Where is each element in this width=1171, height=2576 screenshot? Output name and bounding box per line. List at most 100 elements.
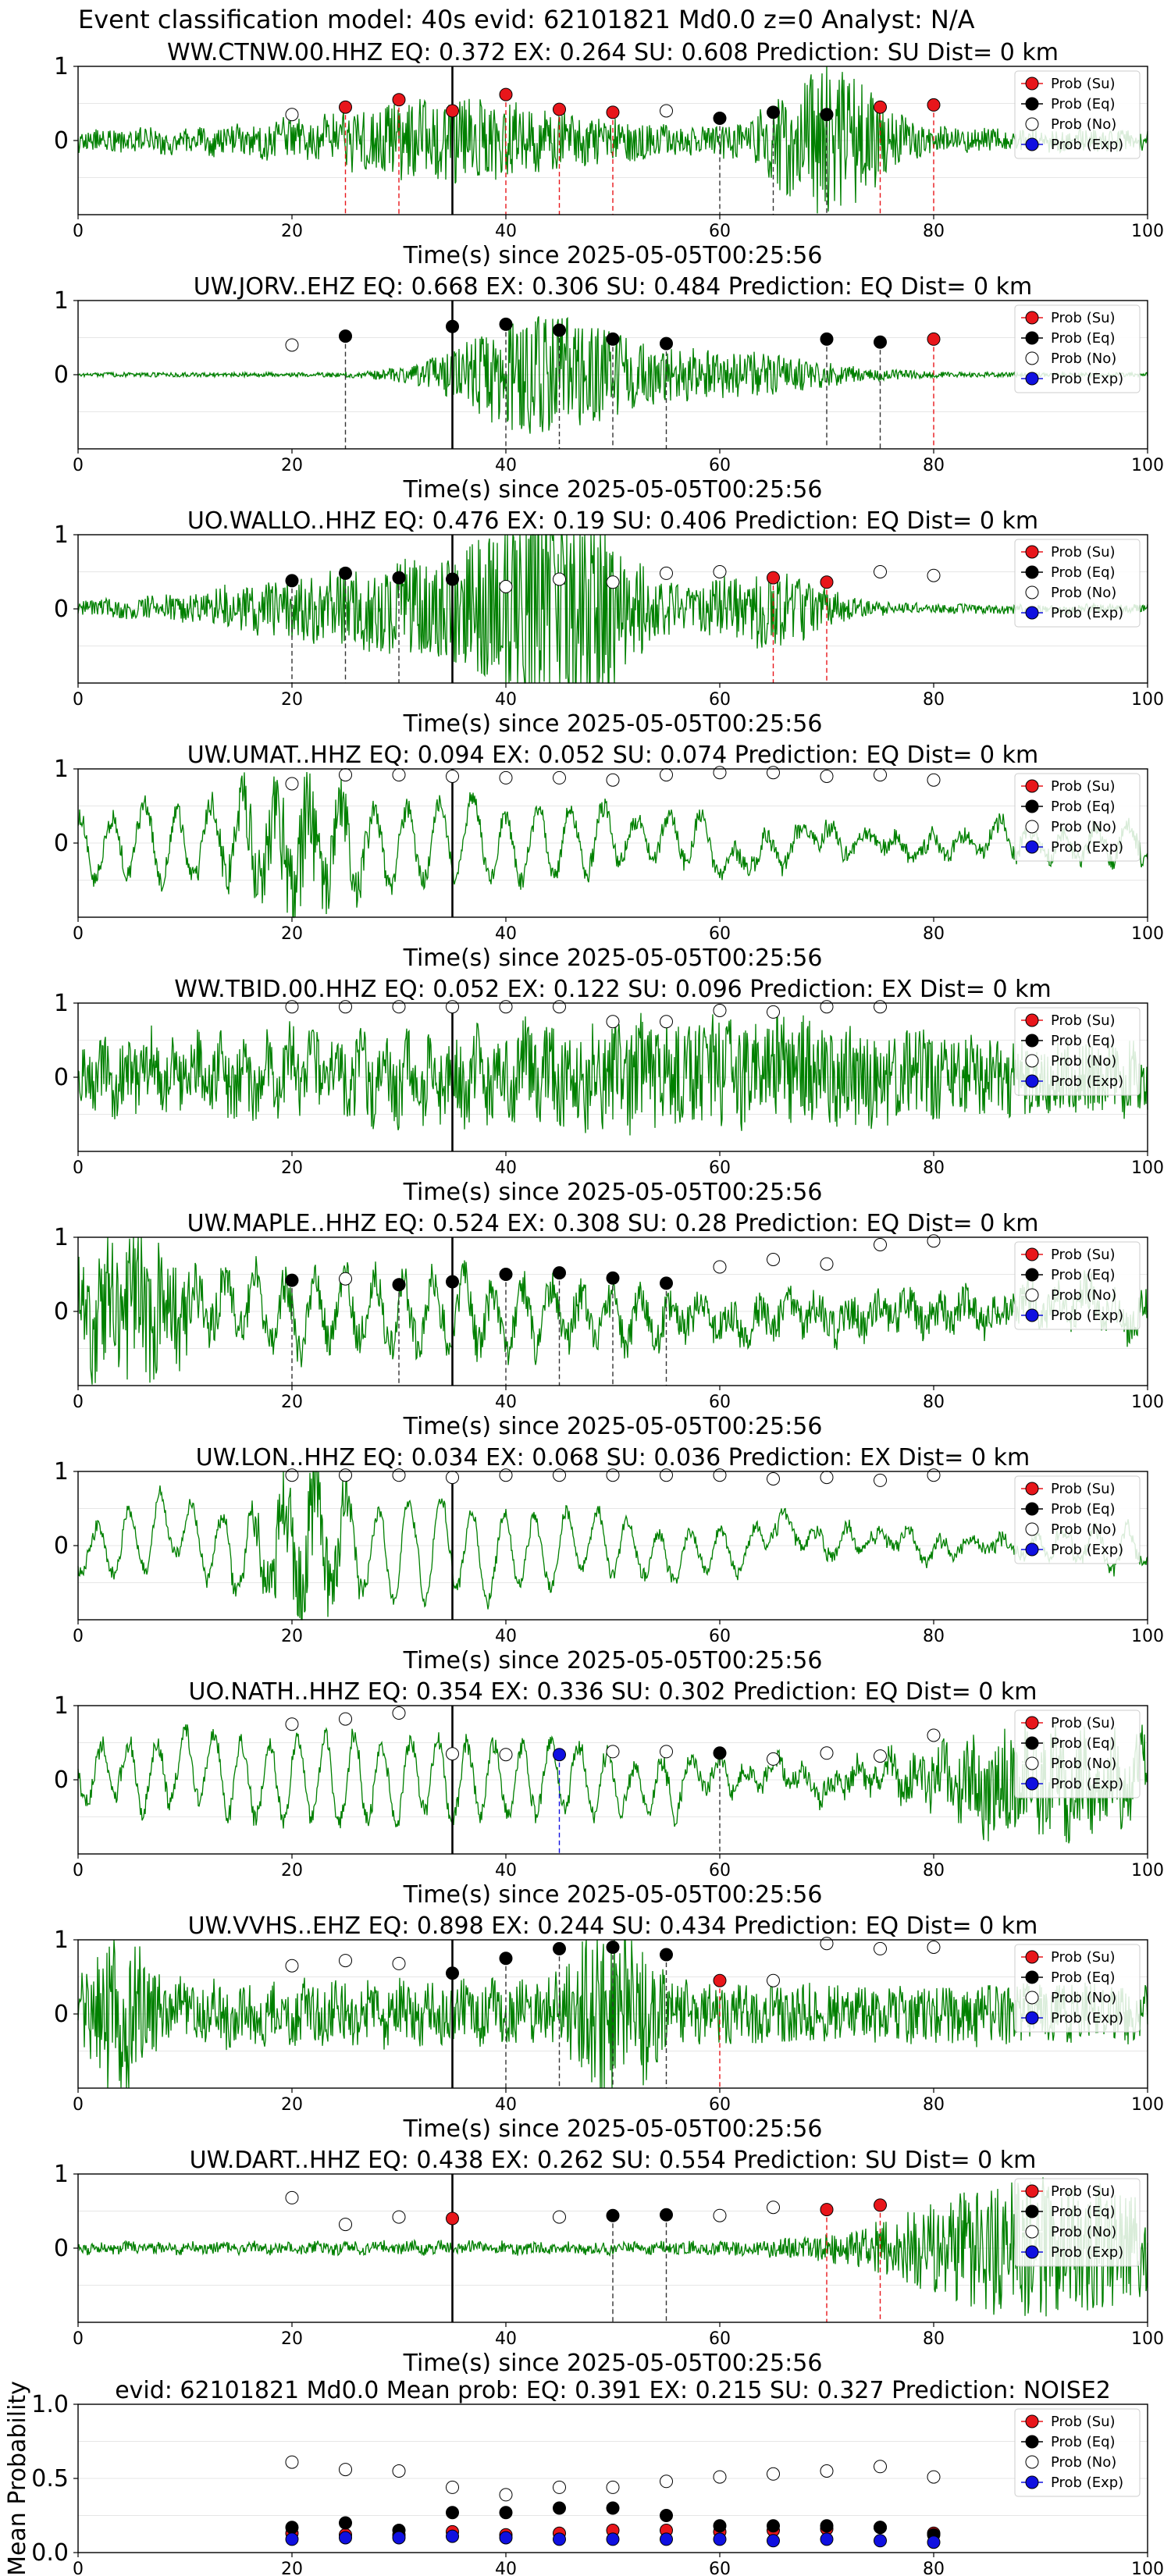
- mean-point-exp: [660, 2532, 673, 2546]
- mean-point-eq: [285, 2521, 299, 2535]
- panel-7-legend-marker-no: [1025, 1522, 1039, 1536]
- panel-2-xtick-label: 20: [281, 456, 303, 475]
- panel-7-legend-box: [1014, 1475, 1141, 1564]
- panel-2-legend-box: [1014, 304, 1141, 393]
- panel-6-prob-point-eq: [606, 1271, 620, 1285]
- mean-point-no: [553, 2480, 566, 2494]
- panel-4-prob-point-no: [392, 768, 406, 782]
- panel-6-legend-marker-su: [1025, 1247, 1039, 1261]
- mean-point-eq: [767, 2519, 780, 2533]
- mean-point-exp: [927, 2535, 941, 2549]
- mean-panel-legend-marker-exp: [1025, 2475, 1039, 2489]
- panel-10-xtick-label: 0: [73, 2329, 84, 2349]
- panel-3-prob-point-no: [660, 566, 673, 580]
- panel-6-legend-marker-eq: [1025, 1268, 1039, 1282]
- panel-10-xtick-label: 40: [495, 2329, 517, 2349]
- mean-panel-xtick-label: 0: [73, 2560, 84, 2576]
- panel-1-ytick-label: 1: [54, 53, 69, 80]
- panel-1-legend-box: [1014, 70, 1141, 159]
- panel-9-ytick-label: 0: [54, 2001, 69, 2028]
- panel-7-legend-label-su: Prob (Su): [1051, 1481, 1116, 1497]
- panel-2-ytick-label: 1: [54, 287, 69, 315]
- mean-point-no: [606, 2480, 620, 2494]
- panel-4-prob-point-no: [285, 777, 299, 791]
- panel-5-prob-point-no: [499, 1000, 513, 1014]
- panel-2-waveform: [77, 316, 1148, 434]
- panel-4-xtick-label: 80: [923, 924, 945, 944]
- panel-5-waveform: [77, 1012, 1148, 1136]
- panel-8-prob-point-no: [446, 1747, 459, 1761]
- mean-point-no: [339, 2463, 352, 2477]
- panel-3-legend-marker-exp: [1025, 606, 1039, 620]
- panel-6-xlabel: Time(s) since 2025-05-05T00:25:56: [403, 1413, 823, 1440]
- panel-3-xtick-label: 40: [495, 690, 517, 710]
- panel-2-legend-label-no: Prob (No): [1051, 350, 1116, 367]
- panel-4-xtick-label: 60: [709, 924, 731, 944]
- panel-3-prob-point-no: [874, 565, 887, 578]
- panel-2-prob-point-eq: [499, 317, 513, 331]
- panel-8-xtick-label: 0: [73, 1861, 84, 1880]
- panel-4-prob-point-no: [874, 768, 887, 782]
- panel-10-prob-point-su: [874, 2198, 887, 2212]
- panel-5-legend-label-no: Prob (No): [1051, 1053, 1116, 1069]
- panel-5-ytick-label: 0: [54, 1064, 69, 1091]
- panel-3-xtick-label: 100: [1131, 690, 1164, 710]
- panel-8-prob-point-no: [660, 1745, 673, 1759]
- panel-8-legend-marker-su: [1025, 1716, 1039, 1730]
- panel-9-xlabel: Time(s) since 2025-05-05T00:25:56: [403, 2115, 823, 2143]
- panel-2-legend-marker-su: [1025, 311, 1039, 325]
- panel-10-legend-marker-su: [1025, 2184, 1039, 2198]
- panel-6-ytick-label: 1: [54, 1224, 69, 1251]
- panel-6-xtick-label: 40: [495, 1393, 517, 1412]
- panel-1-title: WW.CTNW.00.HHZ EQ: 0.372 EX: 0.264 SU: 0…: [167, 39, 1059, 66]
- panel-8-prob-point-no: [339, 1712, 352, 1726]
- mean-point-no: [285, 2455, 299, 2469]
- panel-5-prob-point-no: [606, 1015, 620, 1029]
- panel-6-legend-label-eq: Prob (Eq): [1051, 1267, 1116, 1283]
- panel-3-legend-marker-no: [1025, 585, 1039, 600]
- panel-7-xtick-label: 60: [709, 1627, 731, 1646]
- panel-9-prob-point-no: [285, 1959, 299, 1973]
- panel-5-prob-point-no: [713, 1004, 727, 1017]
- panel-9-legend-marker-no: [1025, 1991, 1039, 2005]
- panel-9-legend-label-su: Prob (Su): [1051, 1949, 1116, 1966]
- panel-10-prob-point-no: [713, 2208, 727, 2222]
- panel-8-prob-point-no: [499, 1748, 513, 1762]
- panel-10-title: UW.DART..HHZ EQ: 0.438 EX: 0.262 SU: 0.5…: [190, 2147, 1037, 2174]
- panel-4-ytick-label: 0: [54, 830, 69, 857]
- panel-7-prob-point-no: [446, 1471, 459, 1485]
- panel-6-xtick-label: 80: [923, 1393, 945, 1412]
- panel-1-prob-point-eq: [713, 112, 727, 125]
- panel-3-prob-point-no: [713, 565, 727, 578]
- panel-2-prob-point-su: [927, 332, 941, 346]
- mean-point-no: [767, 2467, 780, 2481]
- panel-3-prob-point-no: [499, 580, 513, 593]
- panel-4-legend-marker-eq: [1025, 799, 1039, 813]
- panel-10-legend-marker-exp: [1025, 2245, 1039, 2259]
- panel-6-legend-label-no: Prob (No): [1051, 1287, 1116, 1304]
- panel-3-xtick-label: 60: [709, 690, 731, 710]
- mean-panel-legend-marker-su: [1025, 2414, 1039, 2428]
- panel-4-xtick-label: 40: [495, 924, 517, 944]
- panel-10-legend-label-su: Prob (Su): [1051, 2183, 1116, 2200]
- panel-3-legend-box: [1014, 539, 1141, 628]
- panel-7-prob-point-no: [660, 1468, 673, 1482]
- panel-2-xtick-label: 100: [1131, 456, 1164, 475]
- panel-3-prob-point-eq: [285, 574, 299, 588]
- panel-8-legend-label-no: Prob (No): [1051, 1756, 1116, 1772]
- panel-5-prob-point-no: [285, 1000, 299, 1014]
- panel-7-prob-point-no: [285, 1468, 299, 1482]
- panel-4-legend-box: [1014, 773, 1141, 862]
- panel-8-prob-point-no: [392, 1706, 406, 1720]
- panel-1-xlabel: Time(s) since 2025-05-05T00:25:56: [403, 242, 823, 269]
- panel-5-prob-point-no: [767, 1005, 780, 1019]
- mean-panel-legend-box: [1014, 2408, 1141, 2497]
- panel-2-legend-marker-exp: [1025, 372, 1039, 386]
- panel-5: WW.TBID.00.HHZ EQ: 0.052 EX: 0.122 SU: 0…: [54, 976, 1164, 1206]
- panel-10-xlabel: Time(s) since 2025-05-05T00:25:56: [403, 2350, 823, 2377]
- panel-6-prob-point-eq: [553, 1266, 566, 1280]
- panel-4: UW.UMAT..HHZ EQ: 0.094 EX: 0.052 SU: 0.0…: [54, 742, 1164, 972]
- panel-3-waveform: [77, 534, 1148, 684]
- panel-7-legend-marker-exp: [1025, 1542, 1039, 1557]
- mean-point-no: [660, 2475, 673, 2489]
